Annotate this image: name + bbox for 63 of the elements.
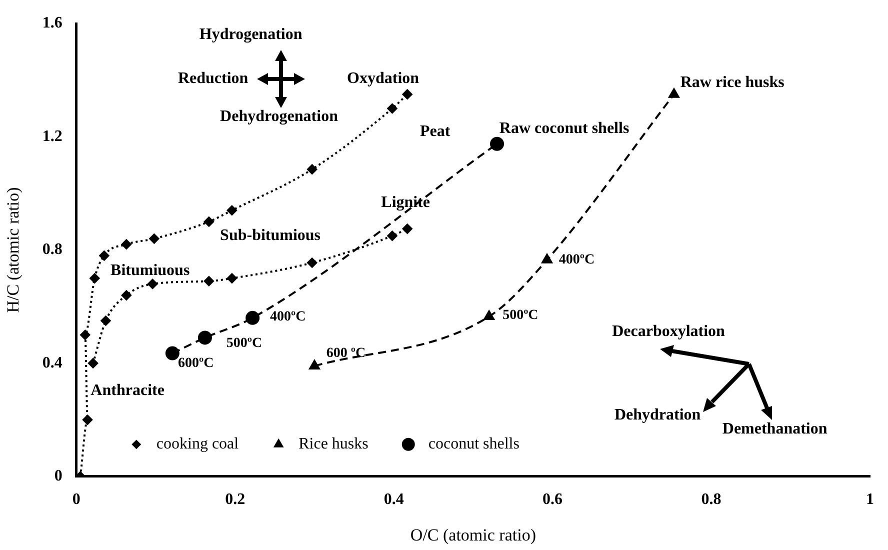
point: [99, 250, 110, 261]
point: [668, 88, 680, 98]
point: [148, 278, 158, 289]
point: [307, 258, 318, 268]
annotation: 500ºC: [502, 308, 538, 323]
annotation: Raw rice husks: [680, 74, 784, 92]
point: [165, 346, 180, 360]
point: [100, 316, 111, 326]
point: [490, 136, 504, 151]
point: [387, 104, 398, 114]
annotation: Reduction: [178, 70, 248, 87]
point: [402, 224, 412, 234]
x-tick-label: 1: [866, 491, 874, 508]
annotation: Anthracite: [90, 382, 164, 399]
point: [82, 414, 93, 425]
x-tick-label: 0: [72, 491, 80, 508]
annotation: Peat: [420, 122, 451, 140]
annotation: Dehydrogenation: [220, 108, 338, 126]
annotation: Decarboxylation: [612, 323, 726, 340]
y-axis-title: H/C (atomic ratio): [4, 187, 23, 313]
point: [542, 254, 552, 264]
point: [121, 290, 132, 300]
point: [80, 330, 90, 340]
x-tick-label: 0.6: [542, 491, 563, 508]
x-axis-title: O/C (atomic ratio): [410, 525, 536, 544]
annotation: Lignite: [381, 194, 430, 212]
annotation: Raw coconut shells: [499, 120, 630, 137]
y-tick-label: 0.4: [42, 354, 62, 372]
x-tick-label: 0.2: [225, 491, 246, 508]
point: [307, 164, 318, 174]
point: [387, 230, 398, 241]
point: [90, 273, 100, 284]
point: [484, 310, 494, 320]
point: [226, 273, 237, 284]
annotation: Bitumiuous: [110, 262, 190, 279]
legend-label: coconut shells: [428, 436, 520, 453]
point: [88, 358, 98, 368]
y-tick-label: 1.2: [42, 128, 62, 145]
point: [204, 276, 214, 286]
legend-label: cooking coal: [156, 436, 240, 453]
point: [198, 330, 212, 345]
y-tick-label: 0: [54, 468, 62, 485]
point: [149, 234, 160, 244]
point: [246, 310, 260, 325]
x-tick-label: 0.8: [701, 491, 722, 508]
annotation: Dehydration: [614, 406, 701, 424]
point: [204, 216, 214, 227]
annotation: 600ºC: [178, 356, 214, 371]
x-tick-label: 0.4: [384, 491, 404, 508]
point: [309, 360, 320, 370]
annotation: 400ºC: [270, 310, 306, 325]
annotation: Oxydation: [347, 70, 420, 87]
annotation: 400ºC: [558, 252, 595, 268]
point: [226, 205, 237, 216]
annotation: Demethanation: [722, 420, 828, 438]
annotation: Sub-bitumious: [220, 227, 321, 244]
y-tick-label: 0.8: [42, 241, 62, 258]
point: [402, 89, 412, 100]
point: [121, 239, 132, 250]
y-tick-label: 1.6: [42, 14, 62, 32]
legend-label: Rice husks: [298, 436, 368, 453]
annotation: 500ºC: [226, 336, 262, 351]
annotation: Hydrogenation: [199, 26, 302, 44]
